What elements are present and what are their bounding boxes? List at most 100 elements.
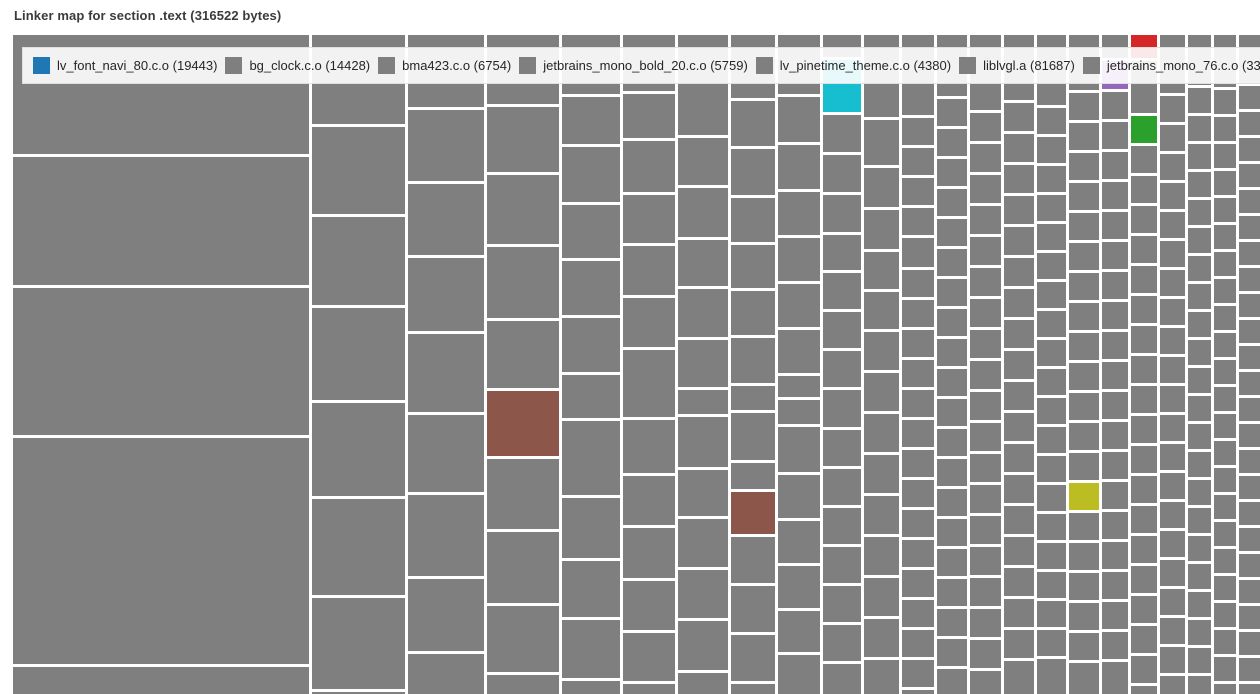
treemap-cell[interactable] xyxy=(778,97,820,142)
treemap-cell[interactable] xyxy=(1069,363,1099,390)
treemap-cell[interactable] xyxy=(823,390,861,427)
treemap-cell[interactable] xyxy=(1004,227,1034,255)
treemap-cell[interactable] xyxy=(778,521,820,563)
treemap-cell[interactable] xyxy=(864,373,899,411)
treemap-cell[interactable] xyxy=(902,690,934,694)
treemap-cell[interactable] xyxy=(562,375,620,418)
legend-item[interactable]: lv_font_navi_80.c.o (19443) xyxy=(33,48,217,83)
treemap-cell[interactable] xyxy=(1069,663,1099,694)
treemap-cell[interactable] xyxy=(1102,302,1128,329)
treemap-cell[interactable] xyxy=(937,99,967,126)
treemap-cell[interactable] xyxy=(1004,134,1034,162)
treemap-cell[interactable] xyxy=(1069,543,1099,570)
treemap-cell[interactable] xyxy=(1214,576,1236,600)
treemap-cell[interactable] xyxy=(937,279,967,306)
treemap-cell[interactable] xyxy=(731,198,775,242)
treemap-cell[interactable] xyxy=(312,217,405,305)
treemap-cell[interactable] xyxy=(408,579,484,651)
treemap-cell[interactable] xyxy=(902,480,934,507)
legend-item[interactable]: liblvgl.a (81687) xyxy=(959,48,1075,83)
treemap-cell[interactable] xyxy=(902,178,934,205)
treemap-cell[interactable] xyxy=(1239,138,1260,161)
treemap-cell[interactable] xyxy=(678,340,728,387)
treemap-cell[interactable] xyxy=(731,386,775,410)
treemap-cell[interactable] xyxy=(1069,183,1099,210)
treemap-cell[interactable] xyxy=(1004,630,1034,658)
treemap-cell[interactable] xyxy=(623,684,675,694)
treemap-cell[interactable] xyxy=(1004,661,1034,694)
treemap-cell[interactable] xyxy=(1214,225,1236,249)
treemap-cell[interactable] xyxy=(970,361,1001,389)
treemap-cell[interactable] xyxy=(1239,398,1260,421)
treemap-cell[interactable] xyxy=(1004,444,1034,472)
treemap-cell[interactable] xyxy=(1069,153,1099,180)
treemap-cell[interactable] xyxy=(1102,602,1128,629)
treemap-cell[interactable] xyxy=(1160,560,1185,586)
treemap-cell[interactable] xyxy=(1160,183,1185,209)
treemap-cell[interactable] xyxy=(864,496,899,534)
treemap-cell[interactable] xyxy=(487,175,559,244)
treemap-cell[interactable] xyxy=(823,312,861,348)
treemap-cell[interactable] xyxy=(678,570,728,618)
treemap-cell[interactable] xyxy=(823,547,861,583)
treemap-cell[interactable] xyxy=(1188,508,1211,533)
treemap-cell[interactable] xyxy=(970,423,1001,451)
treemap-cell[interactable] xyxy=(937,579,967,606)
treemap-cell[interactable] xyxy=(408,495,484,576)
treemap-cell[interactable] xyxy=(1131,446,1157,473)
treemap-cell[interactable] xyxy=(408,334,484,412)
treemap-cell[interactable] xyxy=(1239,112,1260,135)
treemap-cell[interactable] xyxy=(623,195,675,243)
treemap-cell[interactable] xyxy=(1037,311,1066,337)
treemap-cell[interactable] xyxy=(864,619,899,657)
treemap-cell[interactable] xyxy=(623,141,675,192)
treemap-cell[interactable] xyxy=(1160,676,1185,694)
treemap-cell[interactable] xyxy=(623,476,675,525)
treemap-cell[interactable] xyxy=(1160,618,1185,644)
treemap-cell[interactable] xyxy=(970,454,1001,482)
treemap-cell[interactable] xyxy=(487,321,559,388)
treemap-cell[interactable] xyxy=(1131,146,1157,173)
treemap-cell[interactable] xyxy=(1239,632,1260,655)
treemap-cell[interactable] xyxy=(823,625,861,661)
treemap-cell[interactable] xyxy=(1188,88,1211,113)
treemap-cell[interactable] xyxy=(487,606,559,672)
treemap-cell[interactable] xyxy=(623,350,675,417)
treemap-cell[interactable] xyxy=(1004,413,1034,441)
treemap-cell[interactable] xyxy=(1239,658,1260,681)
treemap-cell[interactable] xyxy=(1069,573,1099,600)
treemap-cell-highlight[interactable] xyxy=(1069,483,1099,510)
treemap-cell[interactable] xyxy=(902,570,934,597)
treemap-cell[interactable] xyxy=(1037,456,1066,482)
treemap-cell[interactable] xyxy=(902,630,934,657)
treemap-cell[interactable] xyxy=(678,390,728,414)
treemap-cell[interactable] xyxy=(1214,657,1236,681)
treemap-cell[interactable] xyxy=(1188,228,1211,253)
treemap-cell[interactable] xyxy=(1004,320,1034,348)
treemap-cell[interactable] xyxy=(1069,93,1099,120)
treemap-cell[interactable] xyxy=(1131,236,1157,263)
treemap-cell[interactable] xyxy=(823,273,861,309)
treemap-cell[interactable] xyxy=(1131,596,1157,623)
treemap-cell[interactable] xyxy=(1004,506,1034,534)
treemap-cell[interactable] xyxy=(778,655,820,694)
treemap-cell[interactable] xyxy=(1214,522,1236,546)
treemap-cell[interactable] xyxy=(731,338,775,383)
treemap-cell[interactable] xyxy=(1131,206,1157,233)
treemap-cell[interactable] xyxy=(1004,165,1034,193)
treemap-cell[interactable] xyxy=(1214,684,1236,694)
treemap-cell[interactable] xyxy=(902,600,934,627)
treemap-cell[interactable] xyxy=(13,288,309,435)
treemap-cell[interactable] xyxy=(1102,482,1128,509)
treemap-cell[interactable] xyxy=(1102,242,1128,269)
treemap-cell[interactable] xyxy=(731,149,775,195)
treemap-cell[interactable] xyxy=(1037,282,1066,308)
treemap-cell[interactable] xyxy=(902,660,934,687)
treemap-cell[interactable] xyxy=(731,413,775,460)
treemap-cell[interactable] xyxy=(902,510,934,537)
treemap-cell[interactable] xyxy=(1239,86,1260,109)
treemap-cell[interactable] xyxy=(1069,273,1099,300)
treemap-cell[interactable] xyxy=(731,101,775,146)
treemap-cell[interactable] xyxy=(937,399,967,426)
treemap-cell[interactable] xyxy=(902,450,934,477)
